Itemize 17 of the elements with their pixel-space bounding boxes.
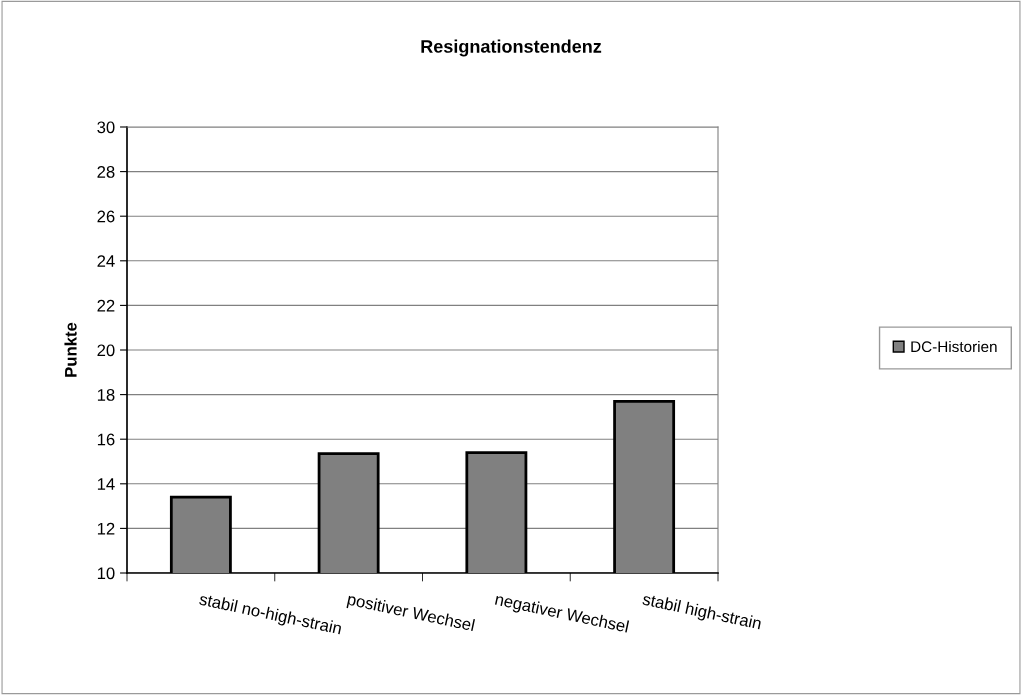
- y-tick-label: 30: [97, 121, 115, 134]
- legend-label: DC-Historien: [911, 340, 997, 353]
- y-tick-label: 20: [97, 344, 115, 357]
- x-tick-label: positiver Wechsel: [346, 592, 475, 635]
- y-axis-title: Punkte: [64, 322, 77, 377]
- y-tick-label: 18: [97, 389, 115, 401]
- y-tick-label: 22: [97, 299, 115, 312]
- y-tick-label: 26: [97, 210, 115, 223]
- y-tick-label: 12: [97, 522, 115, 535]
- y-tick-label: 16: [97, 433, 115, 446]
- x-tick-label: negativer Wechsel: [494, 592, 630, 636]
- y-tick-label: 10: [97, 567, 115, 580]
- y-tick-label: 28: [97, 166, 115, 178]
- y-tick-label: 24: [97, 255, 115, 267]
- y-tick-label: 14: [97, 478, 115, 490]
- chart-title: Resignationstendenz: [421, 39, 602, 57]
- x-tick-label: stabil high-strain: [641, 592, 762, 633]
